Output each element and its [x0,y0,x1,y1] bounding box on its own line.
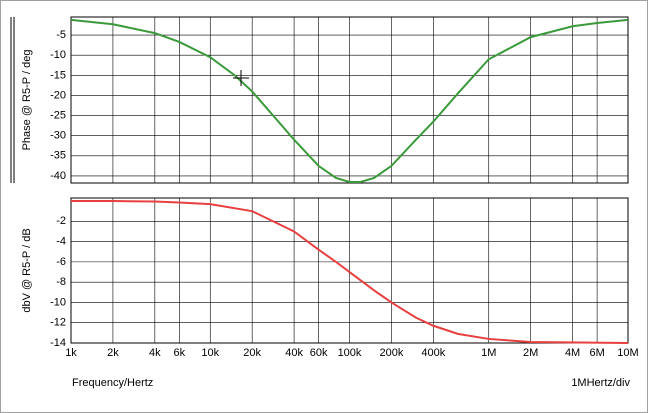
x-tick-label: 4k [149,347,161,359]
series-line [71,200,629,344]
y-tick-label: -25 [50,110,66,122]
x-tick-label: 2M [523,347,538,359]
y-tick-label: -20 [50,89,66,101]
annotation: 1MHertz/div [571,377,630,389]
x-axis-label: Frequency/Hertz [72,377,153,389]
y-tick-label: -35 [50,150,66,162]
y-tick-label: -40 [50,170,66,182]
x-tick-label: 10k [201,347,219,359]
x-tick-label: 6M [589,347,604,359]
y-tick-label: -8 [56,276,66,288]
x-tick-label: 60k [310,347,328,359]
x-tick-label: 2k [107,347,119,359]
x-tick-label: 1k [65,347,77,359]
x-tick-label: 6k [174,347,186,359]
y-tick-label: -12 [50,317,66,329]
y-tick-label: -14 [50,337,66,349]
x-tick-label: 1M [481,347,496,359]
y-tick-label: -6 [56,256,66,268]
x-tick-label: 400k [421,347,445,359]
cursor [233,70,249,86]
y-tick-label: -5 [56,29,66,41]
y-tick-label: -10 [50,49,66,61]
x-tick-label: 200k [379,347,403,359]
x-tick-label: 100k [338,347,362,359]
y-tick-label: -30 [50,130,66,142]
y-axis-label: Phase @ R5-P / deg [21,50,33,151]
x-tick-label: 4M [565,347,580,359]
x-tick-label: 40k [285,347,303,359]
y-tick-label: -4 [56,236,66,248]
series-line [70,18,629,183]
y-tick-label: -10 [50,296,66,308]
y-tick-label: -2 [56,215,66,227]
x-tick-label: 20k [243,347,261,359]
y-tick-label: -15 [50,69,66,81]
y-axis-label: dbV @ R5-P / dB [21,228,33,312]
x-tick-label: 10M [617,347,638,359]
